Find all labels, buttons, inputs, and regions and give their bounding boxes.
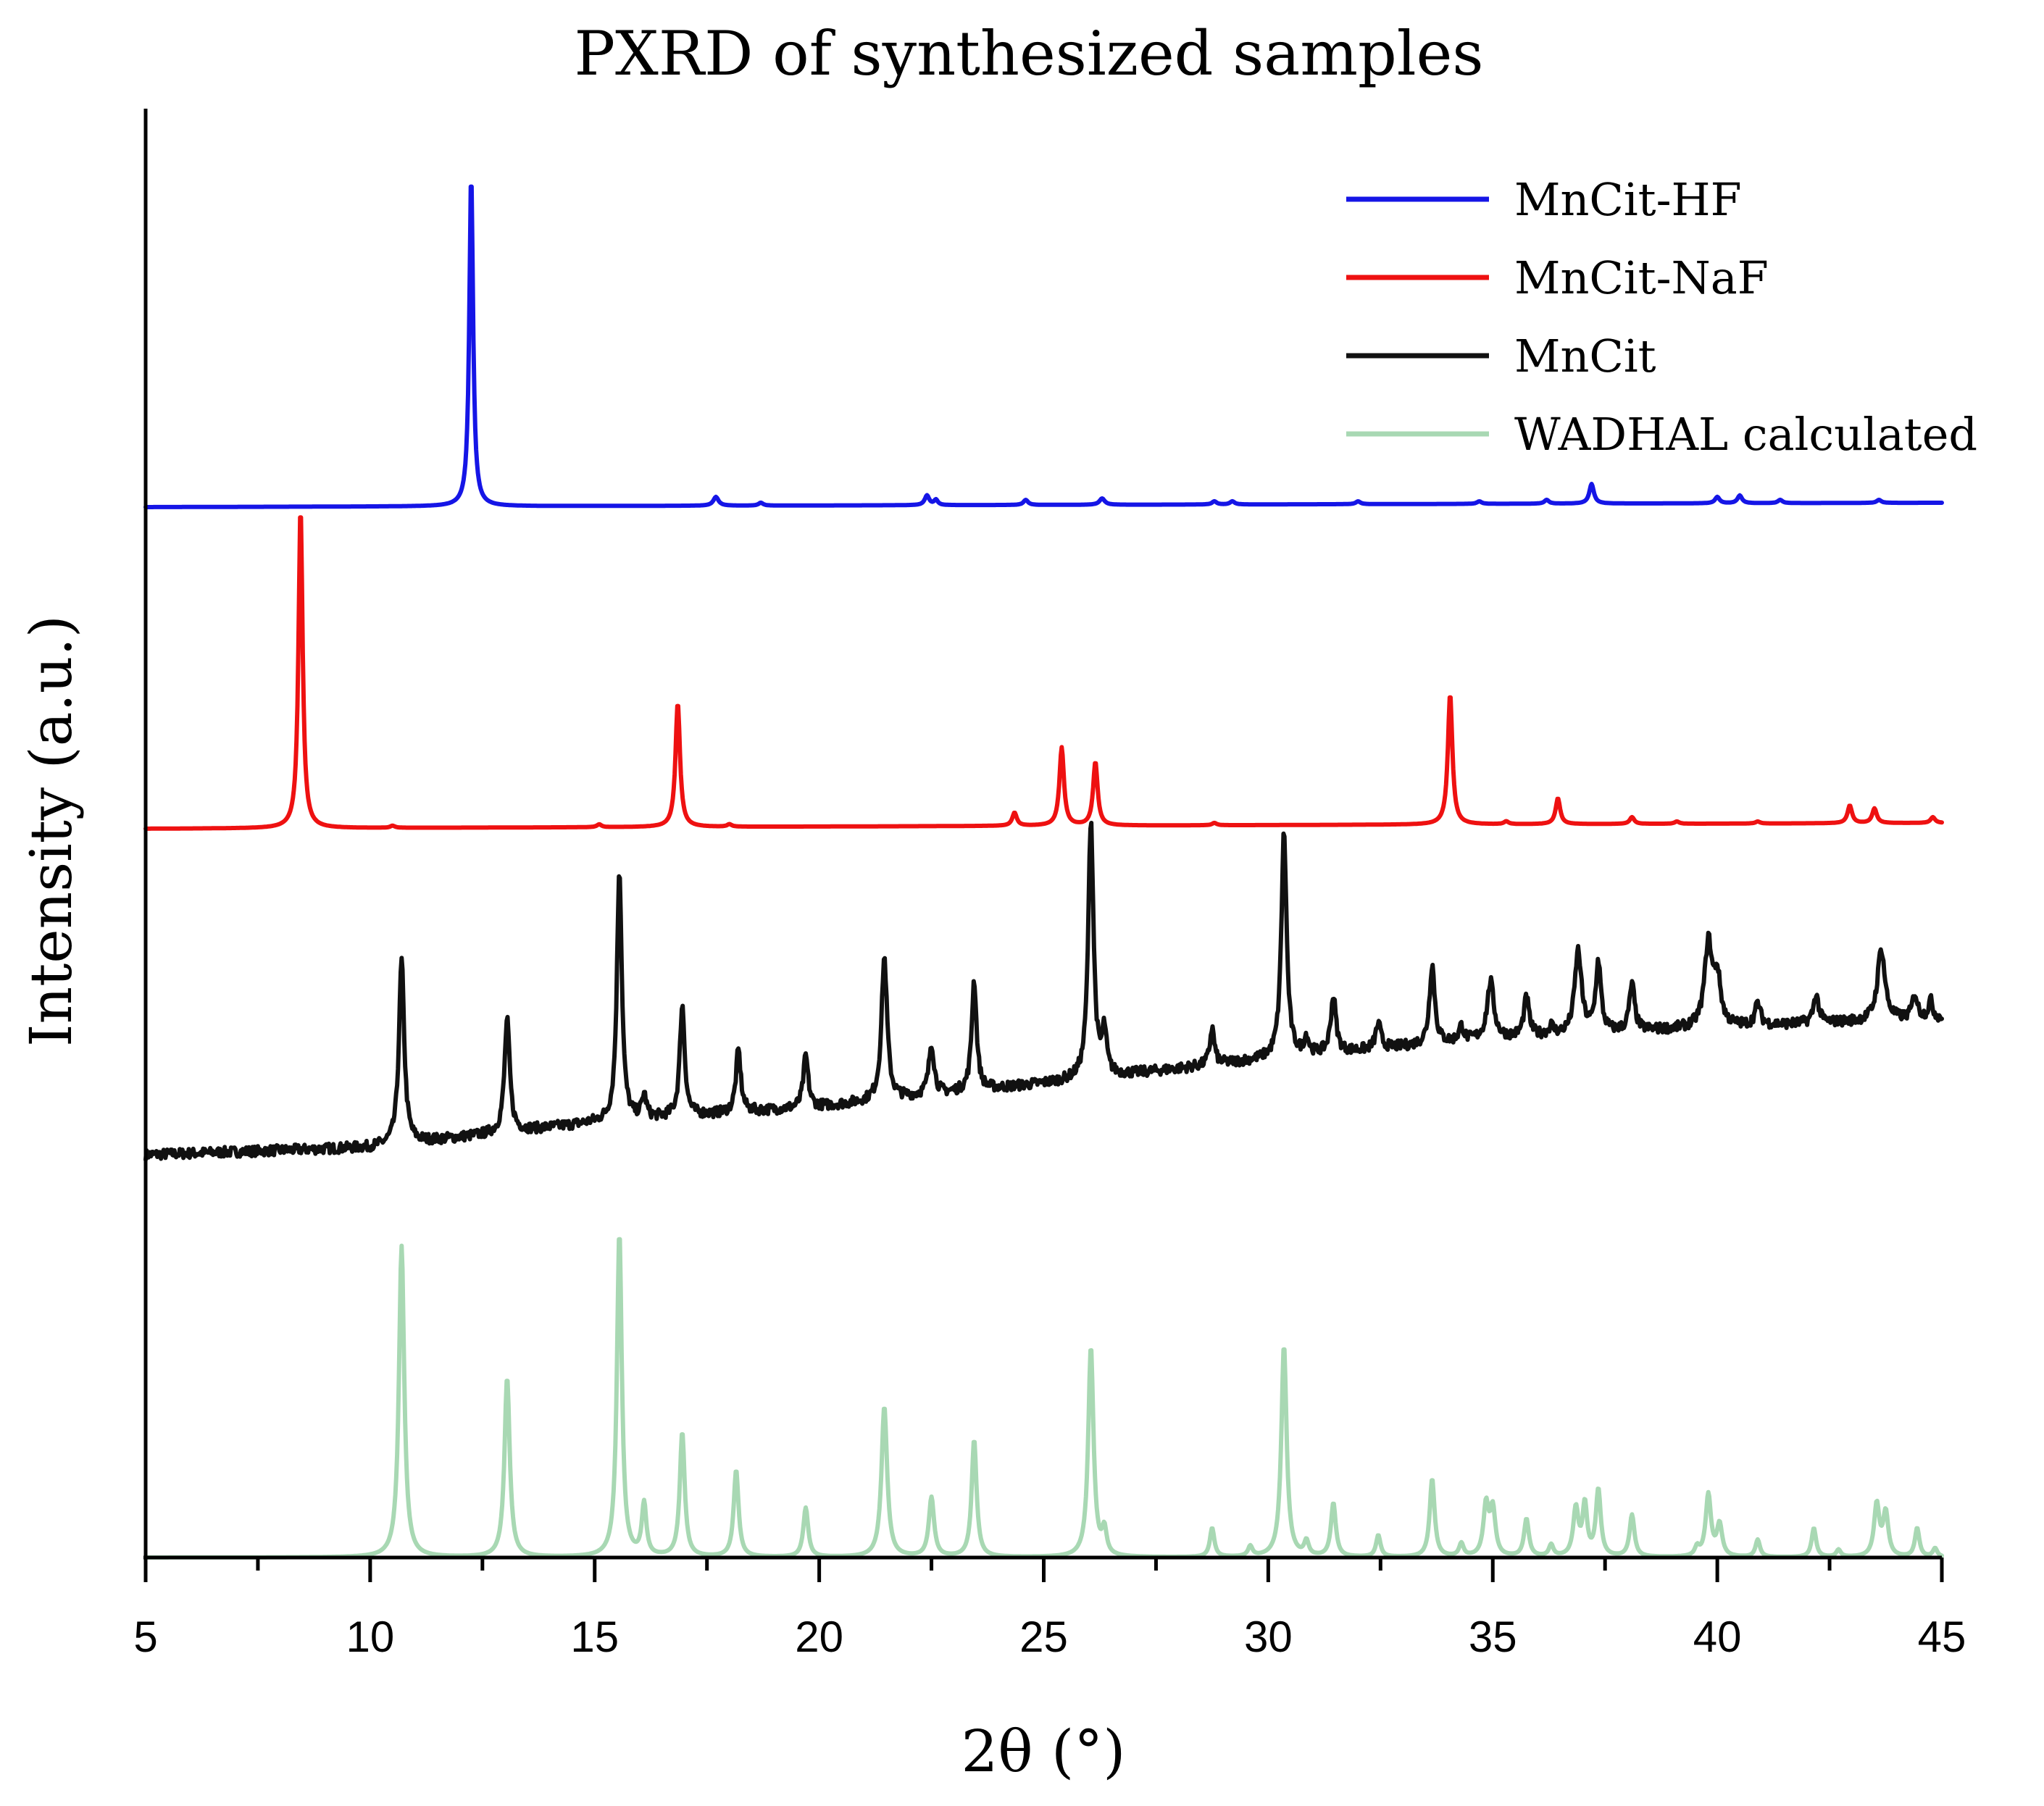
x-tick-label: 25 [1019,1613,1068,1661]
x-tick-label: 5 [133,1613,157,1661]
series-line-mncit-naf [143,515,1944,831]
x-tick-label: 40 [1693,1613,1742,1661]
x-tick-label: 35 [1469,1613,1517,1661]
x-tick-label: 10 [346,1613,395,1661]
series-line-wadhal-calculated [143,1237,1944,1560]
legend-label: MnCit-NaF [1514,251,1769,304]
legend: MnCit-HF MnCit-NaF MnCit WADHAL calculated [1346,173,1977,461]
x-tick-label: 20 [795,1613,843,1661]
legend-label: MnCit [1514,330,1656,382]
x-axis-ticks: 5 10 15 20 25 30 35 40 45 [133,1558,1966,1661]
series-line-mncit [143,821,1944,1162]
series-line-mncit-hf [143,184,1944,509]
legend-label: MnCit-HF [1514,173,1742,226]
legend-label: WADHAL calculated [1514,408,1977,461]
x-tick-label: 45 [1918,1613,1966,1661]
y-axis-label: Intensity (a.u.) [17,615,85,1047]
x-tick-label: 30 [1244,1613,1293,1661]
x-axis-label: 2θ (°) [961,1718,1126,1785]
plot-series [143,184,1944,1560]
chart-title: PXRD of synthesized samples [575,18,1484,89]
x-tick-label: 15 [570,1613,619,1661]
